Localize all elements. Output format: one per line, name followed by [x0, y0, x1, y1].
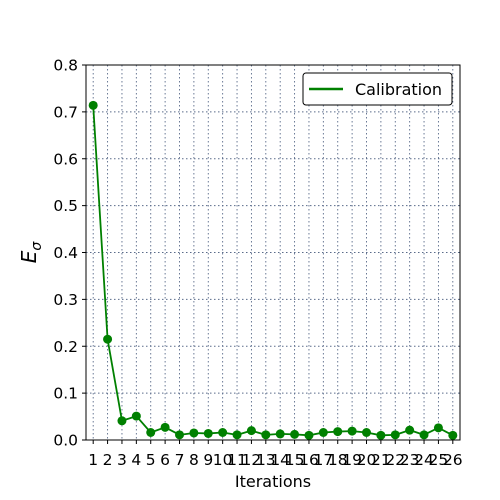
x-axis-label: Iterations — [235, 472, 311, 491]
legend-label: Calibration — [355, 80, 442, 99]
data-point — [261, 430, 271, 440]
data-point — [175, 430, 184, 440]
data-point — [131, 411, 141, 421]
x-tick-label: 19 — [342, 451, 362, 469]
x-tick-label: 25 — [429, 451, 449, 469]
x-tick-label: 23 — [400, 451, 420, 469]
y-tick-label: 0.6 — [53, 150, 78, 168]
series-line-calibration — [92, 105, 454, 437]
x-tick-label: 16 — [299, 451, 319, 469]
y-axis-label-subscript: σ — [29, 241, 45, 251]
data-point — [160, 422, 170, 432]
y-tick-label: 0.1 — [53, 385, 78, 403]
series-layer — [88, 100, 458, 440]
y-axis-label-main: E — [17, 250, 41, 263]
legend-box — [302, 72, 453, 106]
data-point — [318, 428, 328, 437]
data-point — [419, 430, 429, 440]
data-point — [275, 429, 285, 439]
x-tick-label: 12 — [242, 451, 262, 469]
data-point — [362, 428, 371, 437]
data-point — [433, 423, 443, 433]
x-tick-label: 10 — [213, 451, 233, 469]
y-tick-label: 0.5 — [53, 197, 78, 215]
data-point — [390, 430, 400, 440]
x-tick-label: 26 — [443, 451, 463, 469]
y-axis-label: Eσ — [17, 241, 45, 264]
x-tick-label: 18 — [328, 451, 348, 469]
grid-lines — [86, 64, 460, 441]
x-tick-label: 3 — [117, 451, 127, 469]
data-point — [232, 430, 242, 440]
data-point — [203, 428, 213, 438]
y-tick-label: 0.8 — [53, 57, 78, 75]
x-tick-label: 20 — [357, 451, 377, 469]
data-point — [333, 427, 343, 437]
data-point — [146, 428, 156, 437]
y-tick-label: 0.2 — [53, 338, 78, 356]
x-tick-label: 24 — [414, 451, 434, 469]
x-tick-label: 21 — [371, 451, 391, 469]
data-point — [117, 416, 127, 426]
data-point — [103, 334, 113, 344]
plot-frame — [85, 64, 461, 441]
x-tick-label: 11 — [227, 451, 247, 469]
data-point — [218, 428, 228, 437]
data-point — [246, 426, 256, 436]
y-axis-ticks: 0.0 0.1 0.2 0.3 0.4 0.5 0.6 0.7 0.8 — [53, 57, 86, 450]
x-tick-label: 4 — [131, 451, 141, 469]
y-tick-label: 0.7 — [53, 103, 78, 121]
x-tick-label: 6 — [160, 451, 170, 469]
x-tick-label: 5 — [146, 451, 156, 469]
data-point — [448, 430, 458, 440]
x-axis-ticks: 1 2 3 4 5 6 7 8 9 1011121314151617181920212223242… — [88, 440, 463, 469]
x-tick-label: 15 — [285, 451, 305, 469]
x-tick-label: 8 — [189, 451, 199, 469]
x-tick-label: 1 — [88, 451, 98, 469]
x-tick-label: 9 — [203, 451, 213, 469]
data-point — [347, 426, 357, 436]
y-tick-label: 0.0 — [53, 432, 78, 450]
y-tick-label: 0.3 — [53, 291, 78, 309]
data-point — [304, 430, 314, 440]
data-point — [376, 430, 386, 440]
x-tick-label: 2 — [103, 451, 113, 469]
x-tick-label: 7 — [175, 451, 185, 469]
legend: Calibration — [302, 72, 453, 106]
data-point — [189, 428, 199, 438]
x-tick-label: 13 — [256, 451, 276, 469]
x-tick-label: 17 — [313, 451, 333, 469]
x-tick-label: 14 — [270, 451, 290, 469]
data-point — [405, 425, 415, 435]
data-point — [290, 429, 300, 439]
y-tick-label: 0.4 — [53, 244, 78, 262]
data-point — [88, 100, 98, 110]
x-tick-label: 22 — [385, 451, 405, 469]
